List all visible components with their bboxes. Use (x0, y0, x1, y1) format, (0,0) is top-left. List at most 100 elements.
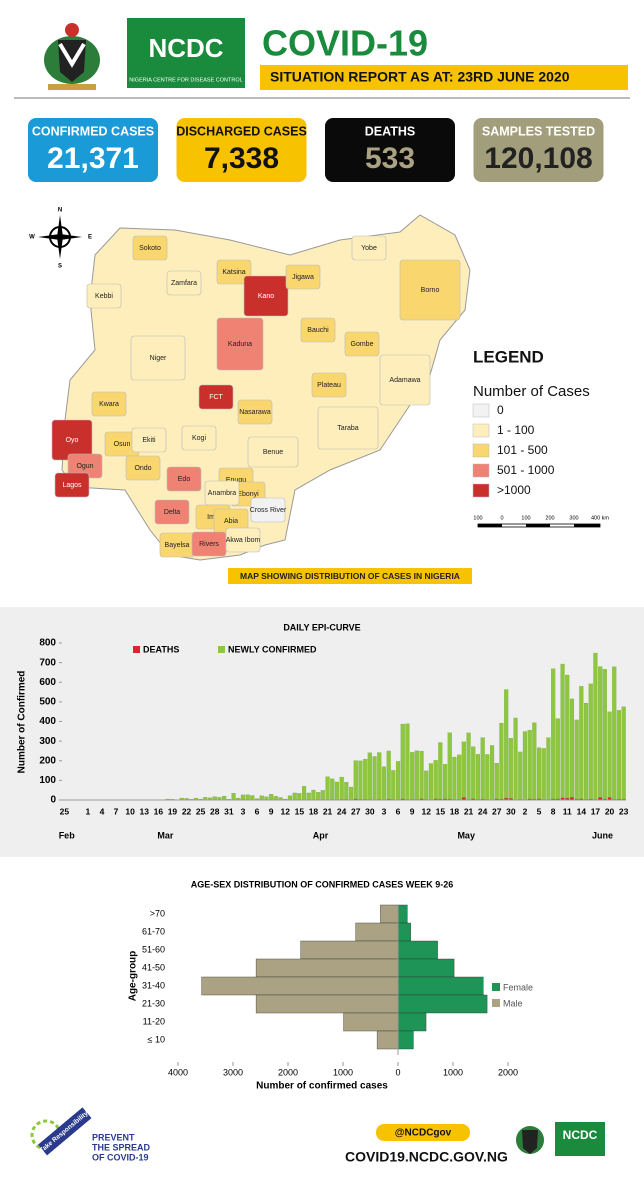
y-tick-label: 700 (39, 657, 56, 668)
y-tick-label: 61-70 (142, 926, 165, 936)
compass-label: E (88, 235, 92, 241)
bar (344, 782, 349, 800)
bar (536, 747, 542, 799)
x-tick-label: 0 (395, 1067, 400, 1077)
bar (381, 766, 387, 801)
state-label: Kwara (99, 401, 119, 408)
state (216, 259, 252, 285)
state (399, 259, 461, 321)
x-tick-label: 25 (196, 806, 206, 816)
state (250, 497, 286, 523)
bar (504, 689, 509, 799)
state (317, 406, 379, 450)
bar (541, 748, 546, 800)
x-tick-label: 21 (464, 806, 474, 816)
state-label: Ogun (76, 463, 93, 470)
state-label: Jigawa (292, 274, 314, 281)
y-tick-label: 600 (39, 677, 56, 688)
title: COVID-19 (262, 23, 428, 64)
legend-swatch (492, 999, 500, 1007)
legend-label: DEATHS (143, 644, 179, 654)
bar (414, 750, 419, 800)
bar (508, 738, 513, 799)
bar (397, 958, 455, 978)
x-tick-label: 18 (450, 806, 460, 816)
bar (532, 722, 537, 800)
logo-caption: NIGERIA CENTRE FOR DISEASE CONTROL (129, 77, 242, 83)
state-label: Oyo (66, 437, 79, 444)
legend-label: 1 - 100 (497, 423, 535, 437)
state (131, 427, 167, 453)
state (86, 283, 122, 309)
map-caption: MAP SHOWING DISTRIBUTION OF CASES IN NIG… (240, 571, 460, 581)
x-tick-label: 23 (619, 806, 629, 816)
bar (316, 792, 321, 800)
state-label: Sokoto (139, 245, 161, 252)
y-tick-label: 800 (39, 638, 56, 649)
month-label: June (592, 830, 613, 840)
state (300, 317, 336, 343)
x-tick-label: 10 (125, 806, 135, 816)
bar (428, 763, 434, 800)
bar (302, 786, 307, 800)
chart-title: DAILY EPI-CURVE (283, 622, 360, 632)
badge-text: Take Responsibility (39, 1110, 90, 1155)
bar (518, 751, 523, 800)
bar (499, 722, 504, 800)
state-label: Osun (114, 441, 131, 448)
legend-label: 0 (497, 403, 504, 417)
state-label: Gombe (351, 341, 374, 348)
x-tick-label: 2 (523, 806, 528, 816)
state-label: Ondo (134, 465, 151, 472)
legend-swatch (472, 483, 490, 498)
legend-swatch (472, 423, 490, 438)
compass-label: S (58, 264, 62, 270)
bar (343, 1012, 399, 1032)
bar (490, 745, 495, 800)
bar (494, 763, 499, 799)
bar (255, 994, 399, 1014)
legend-label: >1000 (497, 483, 531, 497)
legend-label: Female (503, 982, 533, 992)
bar (513, 717, 518, 800)
state (351, 235, 387, 261)
x-tick-label: 1000 (443, 1067, 463, 1077)
bar (273, 796, 278, 800)
stat-box (325, 118, 455, 182)
bar (555, 718, 560, 799)
bar (397, 994, 488, 1014)
state-label: Kebbi (95, 293, 113, 300)
bar (598, 666, 603, 798)
legend-swatch (492, 983, 500, 991)
y-tick-label: 31-40 (142, 980, 165, 990)
compass (38, 215, 82, 259)
bar (471, 746, 476, 799)
subtitle-bar (260, 65, 628, 90)
legend-label: NEWLY CONFIRMED (228, 644, 317, 654)
state-label: Cross River (250, 507, 287, 514)
scale-bar (477, 523, 601, 528)
state-label: Adamawa (389, 377, 420, 384)
state-label: Bauchi (307, 327, 329, 334)
bar (292, 792, 297, 800)
bar (475, 754, 481, 800)
x-tick-label: 7 (114, 806, 119, 816)
bar (245, 794, 250, 800)
y-tick-label: 500 (39, 697, 56, 708)
bar (397, 922, 411, 942)
slogan-line: PREVENT (92, 1132, 135, 1142)
x-tick-label: 1000 (333, 1067, 353, 1077)
bar (250, 795, 255, 800)
x-tick-label: 18 (309, 806, 319, 816)
y-tick-label: 400 (39, 716, 56, 727)
scale-label: 100 (521, 515, 530, 521)
logo-text: NCDC (148, 33, 223, 63)
y-tick-label: 41-50 (142, 962, 165, 972)
x-tick-label: 2000 (278, 1067, 298, 1077)
legend-label: 501 - 1000 (497, 463, 555, 477)
x-tick-label: 15 (436, 806, 446, 816)
legend-swatch (472, 443, 490, 458)
bar (616, 710, 622, 800)
x-tick-label: 3 (241, 806, 246, 816)
